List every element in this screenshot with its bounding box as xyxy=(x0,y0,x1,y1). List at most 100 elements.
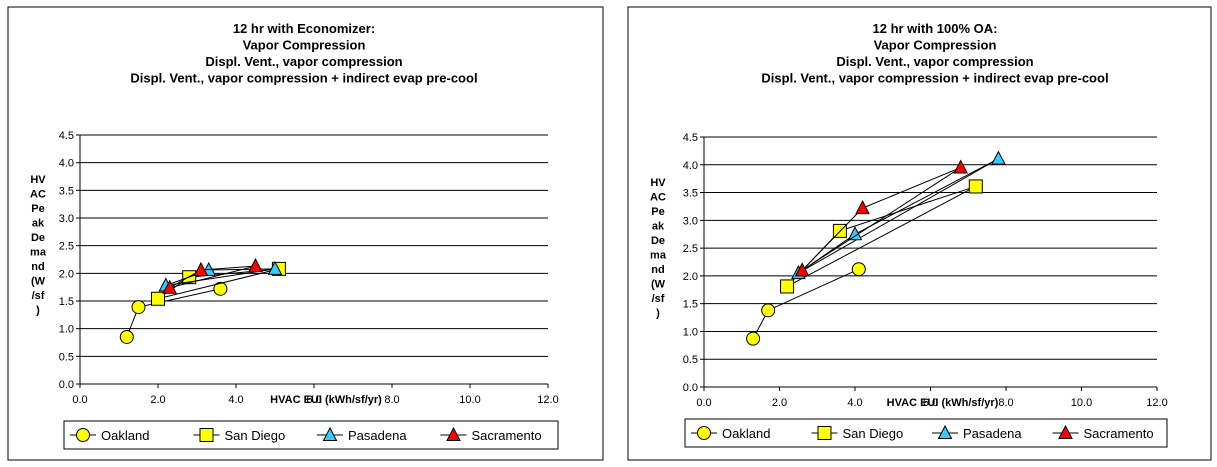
data-point xyxy=(794,262,810,277)
legend-item: Pasadena xyxy=(317,426,407,443)
series-line xyxy=(839,185,976,232)
legend-marker xyxy=(76,428,90,442)
data-point xyxy=(151,291,165,306)
series-sacramento xyxy=(162,258,263,294)
y-tick-label: 1.0 xyxy=(59,324,74,336)
y-axis-label-line: /sf xyxy=(652,293,665,305)
chart-title-line: 12 hr with Economizer: xyxy=(233,21,375,36)
series-line xyxy=(200,265,256,271)
legend-marker xyxy=(322,426,338,441)
data-point xyxy=(968,179,983,194)
chart-title-line: Displ. Vent., vapor compression xyxy=(836,54,1033,69)
y-tick-label: 1.0 xyxy=(683,326,698,338)
data-point xyxy=(131,300,146,315)
y-axis-label-line: De xyxy=(651,235,665,247)
y-tick-label: 2.0 xyxy=(59,268,74,280)
series-sacramento xyxy=(794,159,969,277)
series-line xyxy=(854,158,999,235)
left-chart-svg: 12 hr with Economizer:Vapor CompressionD… xyxy=(7,6,604,461)
legend-item: Oakland xyxy=(691,426,770,441)
x-tick-label: 6.0 xyxy=(306,394,321,406)
y-axis-label-line: ak xyxy=(652,221,665,233)
legend-label: Pasadena xyxy=(963,426,1022,441)
data-point xyxy=(851,262,866,277)
data-point xyxy=(248,258,263,273)
legend-item: Sacramento xyxy=(1052,424,1154,441)
y-axis-label-line: Pe xyxy=(651,206,664,218)
data-point xyxy=(953,159,969,174)
legend-box xyxy=(63,420,559,450)
series-line xyxy=(798,158,999,274)
legend-label: Sacramento xyxy=(1084,426,1154,441)
y-tick-label: 1.5 xyxy=(683,299,698,311)
y-axis-label-line: Pe xyxy=(31,203,44,215)
series-oakland xyxy=(746,262,866,346)
legend-marker xyxy=(199,428,214,442)
x-tick-label: 4.0 xyxy=(847,397,862,409)
y-tick-label: 0.0 xyxy=(59,379,74,391)
x-tick-label: 8.0 xyxy=(384,394,399,406)
data-point xyxy=(193,261,209,277)
x-tick-label: 4.0 xyxy=(228,394,243,406)
x-tick-label: 2.0 xyxy=(772,397,787,409)
data-point xyxy=(119,329,134,344)
x-tick-label: 10.0 xyxy=(1071,397,1092,409)
y-tick-label: 0.5 xyxy=(59,351,74,363)
y-axis-label-line: (W xyxy=(31,276,46,288)
y-axis-label-line: ) xyxy=(656,308,660,320)
y-tick-label: 4.5 xyxy=(59,130,74,142)
y-tick-label: 3.0 xyxy=(59,213,74,225)
y-axis-label-line: HV xyxy=(30,174,46,186)
data-point xyxy=(780,279,795,294)
chart-title-line: Displ. Vent., vapor compression xyxy=(205,54,402,69)
series-line xyxy=(767,268,859,311)
x-axis-label: HVAC EUI (kWh/sf/yr) xyxy=(887,397,999,409)
y-axis-label-line: ak xyxy=(32,218,45,230)
series-line xyxy=(157,268,280,300)
left-chart-panel: 12 hr with Economizer: Vapor Compression D… xyxy=(7,6,604,461)
legend-label: Oakland xyxy=(101,428,149,443)
x-tick-label: 8.0 xyxy=(998,397,1013,409)
x-axis-label: HVAC EUI (kWh/sf/yr) xyxy=(270,394,382,406)
legend-marker xyxy=(817,426,832,440)
legend-item: San Diego xyxy=(193,428,286,443)
x-tick-label: 12.0 xyxy=(1146,397,1167,409)
y-axis-label-line: /sf xyxy=(32,290,45,302)
legend-item: San Diego xyxy=(811,426,903,441)
chart-title-line: Displ. Vent., vapor compression + indire… xyxy=(130,71,477,86)
y-axis-label-line: AC xyxy=(650,192,666,204)
chart-title-line: 12 hr with 100% OA: xyxy=(873,21,998,36)
x-tick-label: 0.0 xyxy=(696,397,711,409)
data-point xyxy=(162,279,178,294)
y-tick-label: 2.5 xyxy=(683,243,698,255)
chart-title-line: Vapor Compression xyxy=(243,38,366,53)
legend-marker xyxy=(1058,424,1073,439)
series-line xyxy=(801,167,961,271)
y-axis-label-line: nd xyxy=(31,261,44,273)
y-tick-label: 4.5 xyxy=(683,132,698,144)
chart-title-line: Displ. Vent., vapor compression + indire… xyxy=(761,71,1108,86)
legend: Oakland San Diego Pasadena Sacramento xyxy=(684,418,1168,448)
right-chart-panel: 12 hr with 100% OA: Vapor Compression Disp… xyxy=(622,0,1217,467)
y-tick-label: 2.5 xyxy=(59,241,74,253)
series-line xyxy=(862,167,961,209)
legend-item: Oakland xyxy=(70,428,149,443)
legend-item: Sacramento xyxy=(440,426,542,443)
x-tick-label: 10.0 xyxy=(459,394,480,406)
y-axis-label-line: HV xyxy=(650,177,666,189)
legend-marker xyxy=(446,426,461,441)
y-tick-label: 4.0 xyxy=(683,160,698,172)
series-line xyxy=(169,265,256,289)
legend-label: Oakland xyxy=(722,426,770,441)
y-tick-label: 3.5 xyxy=(683,188,698,200)
chart-frame xyxy=(627,6,1212,461)
chart-title-line: Vapor Compression xyxy=(874,38,997,53)
series-line xyxy=(801,207,863,271)
x-tick-label: 12.0 xyxy=(537,394,558,406)
y-axis-label-line: ma xyxy=(30,247,47,259)
y-axis-label-line: (W xyxy=(651,279,666,291)
y-axis-label-line: ma xyxy=(650,250,667,262)
right-chart-svg: 12 hr with 100% OA:Vapor CompressionDisp… xyxy=(627,6,1212,461)
legend-label: San Diego xyxy=(225,428,286,443)
series-oakland xyxy=(119,281,228,344)
